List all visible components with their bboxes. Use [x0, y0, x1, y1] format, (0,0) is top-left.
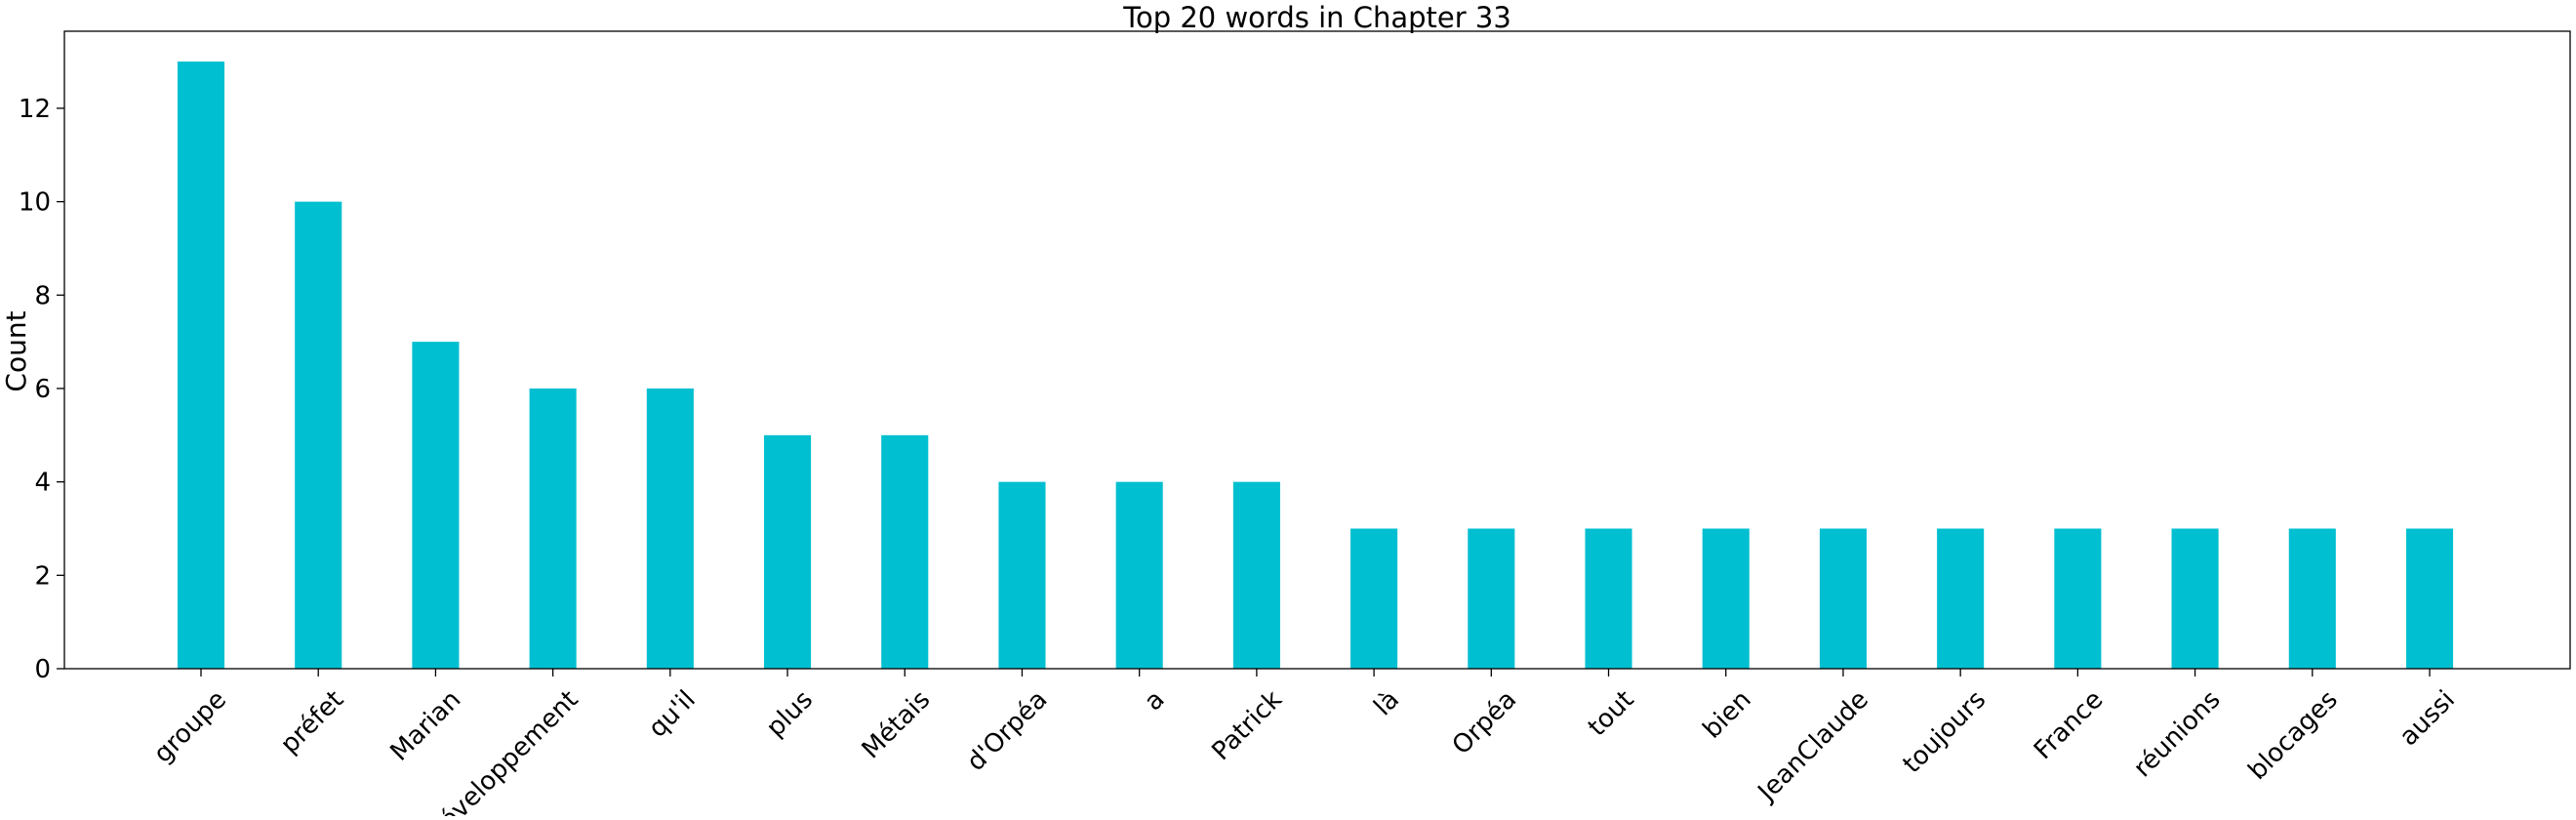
- y-tick-label: 8: [34, 281, 51, 310]
- bar-0: [177, 62, 225, 670]
- y-tick-label: 10: [19, 188, 51, 218]
- bar-10: [1350, 528, 1398, 669]
- bars-group: [177, 62, 2454, 670]
- x-tick-label: tout: [1583, 685, 1640, 743]
- chart-title: Top 20 words in Chapter 33: [1122, 1, 1511, 34]
- x-tick-label: Orpéa: [1447, 685, 1522, 760]
- x-tick-label: bien: [1698, 685, 1757, 745]
- x-tick-label: a: [1139, 685, 1170, 717]
- bar-7: [998, 481, 1046, 669]
- y-tick-label: 4: [34, 469, 51, 498]
- bar-8: [1115, 481, 1163, 669]
- x-tick-label: France: [2029, 685, 2109, 765]
- x-tick-label: groupe: [148, 685, 232, 769]
- y-tick-label: 12: [19, 95, 51, 124]
- x-tick-label: là: [1368, 685, 1405, 722]
- bar-13: [1702, 528, 1750, 669]
- x-tick-label: toujours: [1898, 685, 1992, 779]
- bar-3: [529, 388, 577, 669]
- bar-5: [764, 434, 812, 669]
- y-tick-label: 6: [34, 375, 51, 404]
- bar-14: [1819, 528, 1867, 669]
- x-tick-label: plus: [761, 685, 819, 743]
- x-tick-label: blocages: [2243, 685, 2344, 786]
- y-tick-label: 2: [34, 561, 51, 591]
- bar-19: [2405, 528, 2454, 669]
- x-tick-label: Marian: [384, 685, 466, 767]
- bar-17: [2171, 528, 2219, 669]
- bar-12: [1585, 528, 1632, 669]
- y-axis-ticks: 0 2 4 6 8 10 12: [19, 95, 64, 684]
- bar-11: [1468, 528, 1515, 669]
- bar-9: [1232, 481, 1280, 669]
- x-tick-label: Métais: [857, 685, 937, 765]
- x-tick-label: Patrick: [1206, 685, 1287, 766]
- plot-frame: [63, 30, 2571, 670]
- y-axis-label: Count: [0, 310, 32, 391]
- bar-16: [2054, 528, 2102, 669]
- y-tick-label: 0: [34, 655, 51, 684]
- x-tick-label: préfet: [275, 685, 349, 759]
- bar-4: [646, 388, 694, 669]
- bar-2: [412, 342, 460, 669]
- x-tick-label: JeanClaude: [1751, 685, 1874, 808]
- bar-1: [295, 201, 342, 669]
- x-tick-label: réunions: [2128, 685, 2227, 784]
- bar-15: [1937, 528, 1985, 669]
- x-tick-label: d'Orpéa: [961, 685, 1053, 777]
- bar-18: [2288, 528, 2336, 669]
- bar-6: [881, 434, 929, 669]
- x-tick-label: qu'il: [643, 685, 702, 744]
- x-tick-label: aussi: [2395, 685, 2461, 752]
